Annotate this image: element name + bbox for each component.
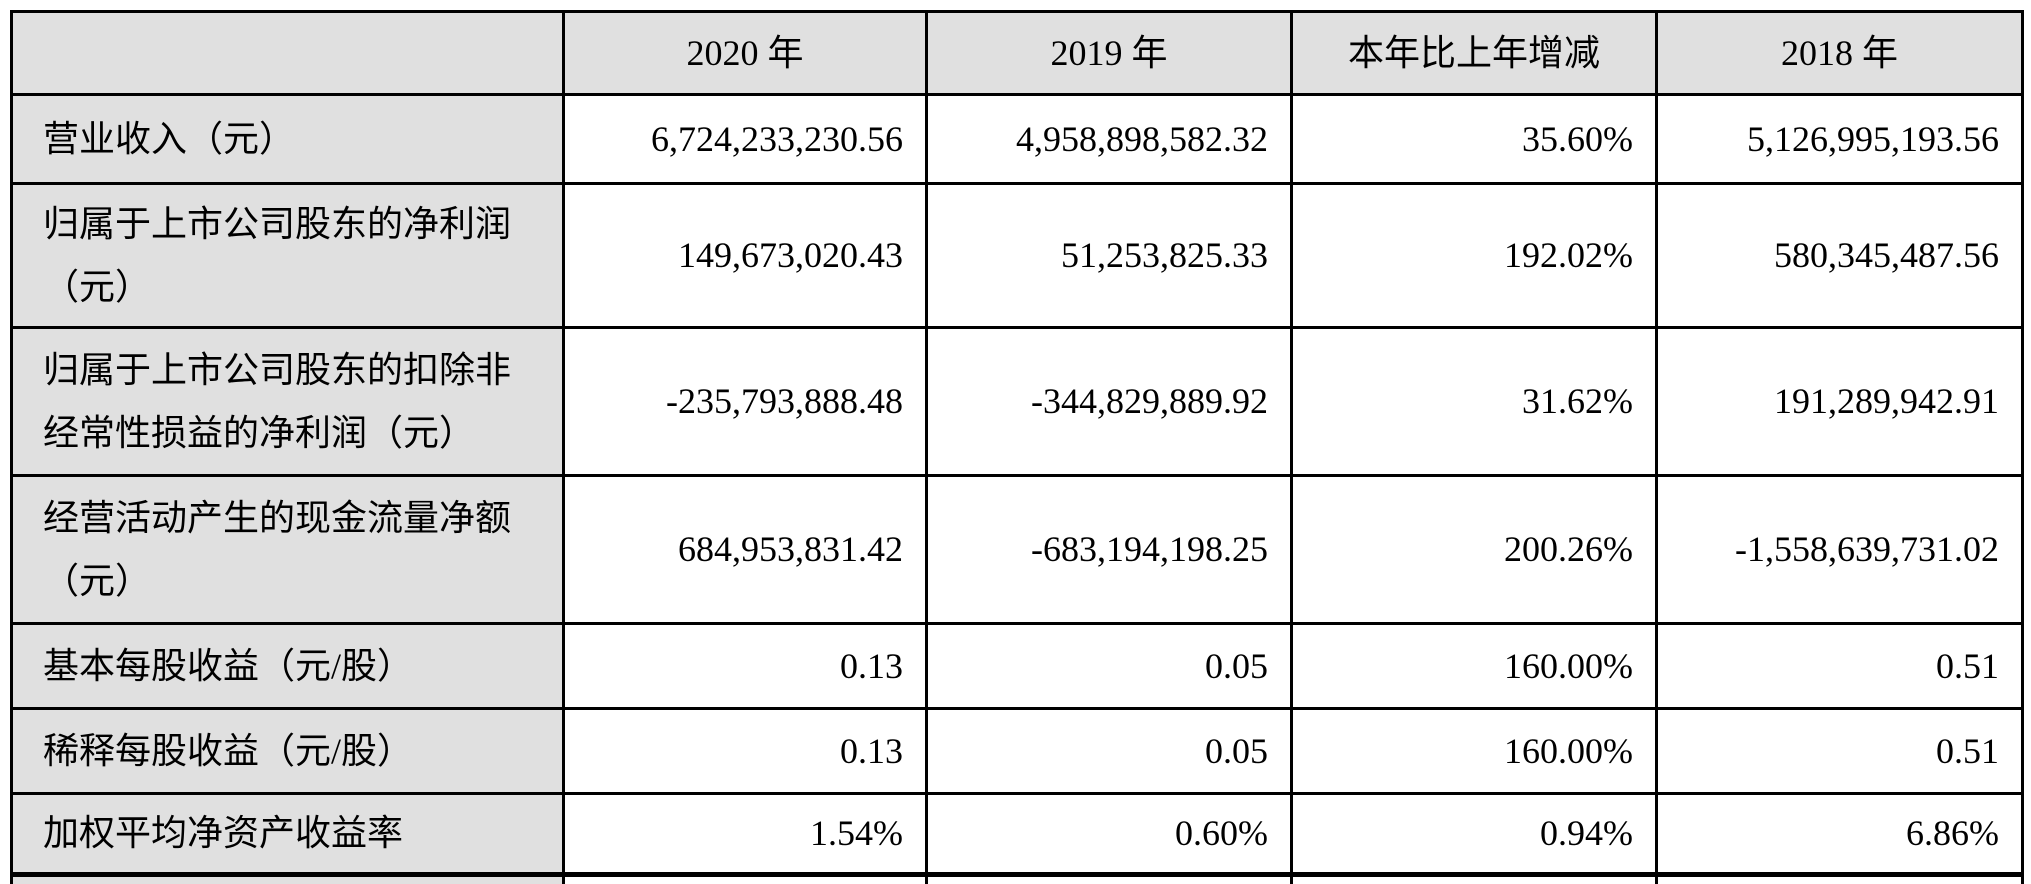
value-cell: 200.26% bbox=[1290, 474, 1658, 625]
value-cell bbox=[1655, 872, 2024, 884]
value-cell: -344,829,889.92 bbox=[925, 326, 1293, 477]
value-cell: 4,958,898,582.32 bbox=[925, 93, 1293, 185]
header-row: 2020 年 2019 年 本年比上年增减 2018 年 bbox=[10, 10, 2024, 96]
row-label-weighted-avg-roe: 加权平均净资产收益率 bbox=[10, 792, 565, 876]
value-cell: 0.05 bbox=[925, 622, 1293, 710]
value-cell: 0.94% bbox=[1290, 792, 1658, 876]
value-cell: 5,126,995,193.56 bbox=[1655, 93, 2024, 185]
value-cell: 580,345,487.56 bbox=[1655, 182, 2024, 329]
value-cell: 0.05 bbox=[925, 707, 1293, 795]
table-row-net-profit-excl-nonrecurring: 归属于上市公司股东的扣除非经常性损益的净利润（元） -235,793,888.4… bbox=[10, 326, 2024, 477]
value-cell: 149,673,020.43 bbox=[562, 182, 928, 329]
value-cell: 0.13 bbox=[562, 622, 928, 710]
value-cell: -683,194,198.25 bbox=[925, 474, 1293, 625]
row-label-empty bbox=[10, 872, 565, 884]
table-row-operating-revenue: 营业收入（元） 6,724,233,230.56 4,958,898,582.3… bbox=[10, 93, 2024, 185]
financial-summary-table: 2020 年 2019 年 本年比上年增减 2018 年 营业收入（元） 6,7… bbox=[10, 10, 2024, 884]
row-label-operating-revenue: 营业收入（元） bbox=[10, 93, 565, 185]
table-row-net-profit: 归属于上市公司股东的净利润（元） 149,673,020.43 51,253,8… bbox=[10, 182, 2024, 329]
table-row-weighted-avg-roe: 加权平均净资产收益率 1.54% 0.60% 0.94% 6.86% bbox=[10, 792, 2024, 876]
row-label-operating-cash-flow: 经营活动产生的现金流量净额（元） bbox=[10, 474, 565, 625]
col-header-yoy-change: 本年比上年增减 bbox=[1290, 10, 1658, 96]
table-row-diluted-eps: 稀释每股收益（元/股） 0.13 0.05 160.00% 0.51 bbox=[10, 707, 2024, 795]
table-row-partial-clipped bbox=[10, 872, 2024, 884]
value-cell: 31.62% bbox=[1290, 326, 1658, 477]
value-cell: 160.00% bbox=[1290, 622, 1658, 710]
value-cell: 51,253,825.33 bbox=[925, 182, 1293, 329]
col-header-2019: 2019 年 bbox=[925, 10, 1293, 96]
row-label-net-profit: 归属于上市公司股东的净利润（元） bbox=[10, 182, 565, 329]
value-cell: 0.13 bbox=[562, 707, 928, 795]
value-cell: -1,558,639,731.02 bbox=[1655, 474, 2024, 625]
table-row-operating-cash-flow: 经营活动产生的现金流量净额（元） 684,953,831.42 -683,194… bbox=[10, 474, 2024, 625]
value-cell: 0.51 bbox=[1655, 622, 2024, 710]
value-cell bbox=[1290, 872, 1658, 884]
value-cell bbox=[562, 872, 928, 884]
row-label-diluted-eps: 稀释每股收益（元/股） bbox=[10, 707, 565, 795]
col-header-2020: 2020 年 bbox=[562, 10, 928, 96]
value-cell: 6,724,233,230.56 bbox=[562, 93, 928, 185]
value-cell: 684,953,831.42 bbox=[562, 474, 928, 625]
row-label-net-profit-excl-nonrecurring: 归属于上市公司股东的扣除非经常性损益的净利润（元） bbox=[10, 326, 565, 477]
value-cell: -235,793,888.48 bbox=[562, 326, 928, 477]
col-header-2018: 2018 年 bbox=[1655, 10, 2024, 96]
value-cell: 191,289,942.91 bbox=[1655, 326, 2024, 477]
value-cell bbox=[925, 872, 1293, 884]
corner-cell bbox=[10, 10, 565, 96]
value-cell: 192.02% bbox=[1290, 182, 1658, 329]
table-row-basic-eps: 基本每股收益（元/股） 0.13 0.05 160.00% 0.51 bbox=[10, 622, 2024, 710]
value-cell: 0.60% bbox=[925, 792, 1293, 876]
value-cell: 1.54% bbox=[562, 792, 928, 876]
row-label-basic-eps: 基本每股收益（元/股） bbox=[10, 622, 565, 710]
value-cell: 160.00% bbox=[1290, 707, 1658, 795]
value-cell: 0.51 bbox=[1655, 707, 2024, 795]
value-cell: 6.86% bbox=[1655, 792, 2024, 876]
value-cell: 35.60% bbox=[1290, 93, 1658, 185]
